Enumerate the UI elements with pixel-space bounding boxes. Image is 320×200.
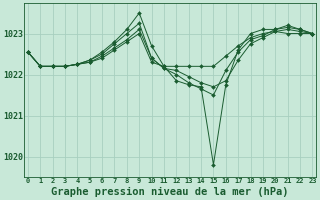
X-axis label: Graphe pression niveau de la mer (hPa): Graphe pression niveau de la mer (hPa) — [52, 187, 289, 197]
